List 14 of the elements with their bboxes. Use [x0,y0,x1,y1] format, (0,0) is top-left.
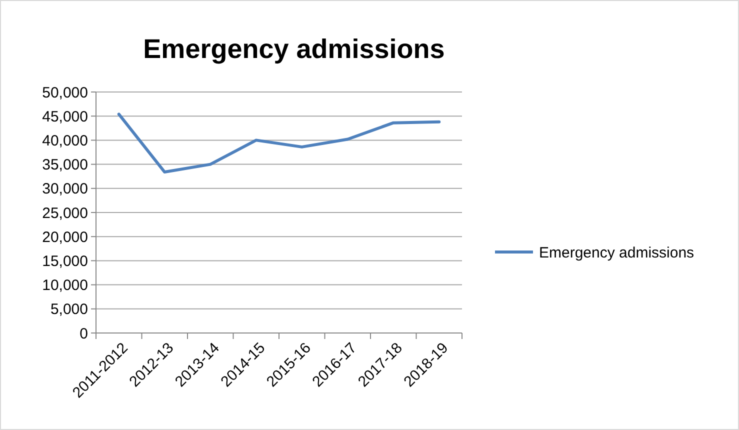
y-tick-label: 35,000 [42,156,88,174]
y-tick-label: 50,000 [42,84,88,102]
y-tick-label: 10,000 [42,277,88,294]
y-tick-label: 30,000 [42,180,88,198]
y-tick-label: 0 [80,325,88,342]
y-tick-label: 20,000 [42,228,88,246]
y-tick-label: 45,000 [42,108,88,126]
y-tick-label: 25,000 [42,204,88,222]
line-series [117,112,441,174]
y-tick-label: 15,000 [42,252,88,270]
y-tick-label: 40,000 [42,132,88,150]
chart-title: Emergency admissions [143,34,445,64]
legend-label: Emergency admissions [539,244,694,262]
y-tick-label: 5,000 [50,301,88,318]
